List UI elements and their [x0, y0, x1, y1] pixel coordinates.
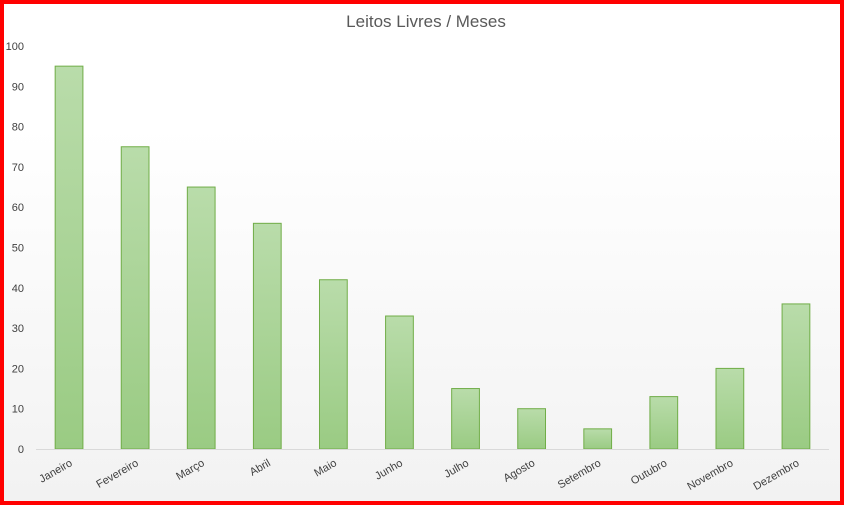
x-axis-ticks: Janeiro Fevereiro Março Abril Maio Junho Julho…	[37, 457, 801, 493]
y-tick-label: 30	[12, 323, 24, 335]
x-tick-label: Dezembro	[752, 457, 802, 493]
x-tick-label: Setembro	[556, 457, 603, 491]
x-tick-label: Agosto	[501, 457, 537, 485]
x-tick-label: Julho	[442, 457, 471, 481]
x-tick-label: Outubro	[629, 457, 669, 487]
bar	[517, 408, 547, 450]
y-tick-label: 80	[12, 122, 24, 134]
y-tick-label: 90	[12, 81, 24, 93]
y-tick-label: 100	[6, 41, 24, 53]
bar	[186, 186, 216, 450]
y-tick-label: 20	[12, 363, 24, 375]
x-tick-label: Fevereiro	[94, 457, 140, 491]
x-tick-label: Novembro	[685, 457, 735, 493]
bar	[385, 315, 414, 450]
bar	[781, 303, 811, 450]
y-tick-label: 60	[12, 202, 24, 214]
bar	[318, 279, 348, 450]
bar	[649, 396, 679, 450]
bars	[54, 65, 811, 450]
x-tick-label: Maio	[312, 457, 339, 479]
y-tick-label: 10	[12, 404, 24, 416]
bar	[252, 222, 282, 450]
y-tick-label: 0	[18, 444, 24, 456]
bar	[120, 146, 150, 450]
bar	[54, 65, 84, 450]
chart-title: Leitos Livres / Meses	[346, 12, 506, 31]
x-tick-label: Março	[174, 457, 206, 483]
x-tick-label: Abril	[248, 457, 273, 478]
y-tick-label: 40	[12, 283, 24, 295]
bar	[451, 388, 480, 450]
x-tick-label: Junho	[373, 457, 405, 482]
y-axis-ticks: 0 10 20 30 40 50 60 70 80 90 100	[6, 41, 24, 456]
y-tick-label: 70	[12, 162, 24, 174]
bar	[715, 367, 745, 450]
y-tick-label: 50	[12, 243, 24, 255]
bar	[583, 428, 613, 450]
x-tick-label: Janeiro	[37, 457, 74, 485]
